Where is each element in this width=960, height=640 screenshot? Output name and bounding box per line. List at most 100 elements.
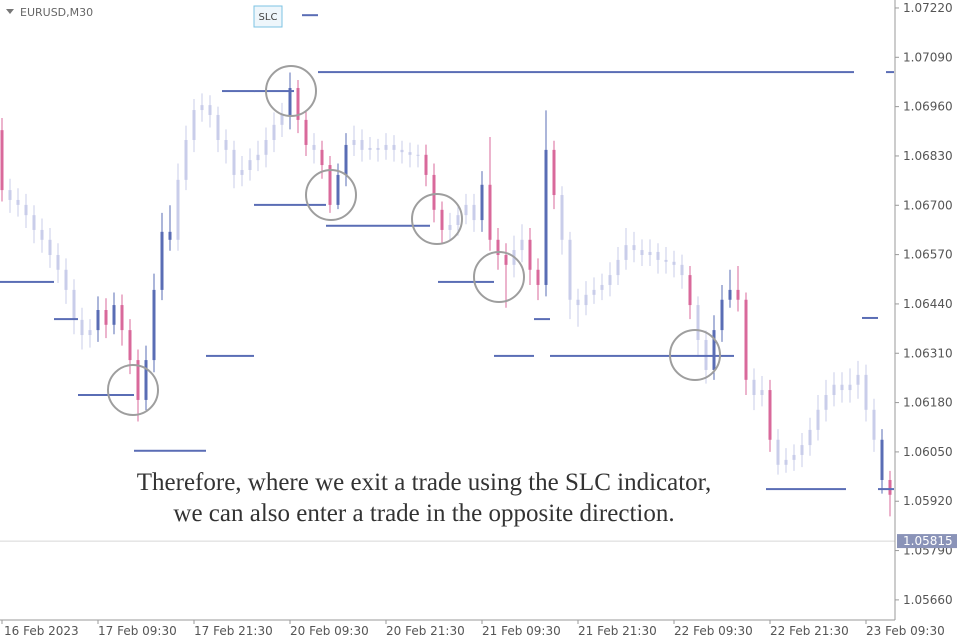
candle-body [456, 215, 460, 226]
candle-body [504, 254, 508, 265]
caption-line: we can also enter a trade in the opposit… [173, 500, 674, 527]
candle-body [264, 140, 268, 155]
collapse-icon[interactable] [6, 9, 14, 14]
candle-body [144, 360, 148, 400]
candle-body [688, 275, 692, 306]
candle-body [176, 179, 180, 240]
candle-body [488, 184, 492, 240]
candle-body [168, 231, 172, 240]
candle-body [584, 294, 588, 306]
candle-body [528, 239, 532, 270]
x-tick-label: 23 Feb 09:30 [866, 624, 945, 638]
symbol-label: EURUSD,M30 [20, 6, 93, 19]
y-tick-label: 1.06960 [903, 100, 953, 114]
y-tick-label: 1.06440 [903, 297, 953, 311]
candle-body [232, 149, 236, 175]
candle-body [424, 154, 428, 175]
candle-body [128, 330, 132, 361]
candle-body [32, 215, 36, 230]
signal-circle [107, 364, 159, 416]
candle-body [384, 144, 388, 150]
candle-body [552, 149, 556, 196]
candle-body [464, 204, 468, 216]
candle-body [352, 140, 356, 145]
signal-circle [669, 329, 721, 381]
candle-body [840, 384, 844, 391]
signal-circle [305, 169, 357, 221]
y-tick-label: 1.06700 [903, 198, 953, 212]
plot-area [0, 0, 895, 620]
candle-body [288, 88, 292, 115]
candle-body [304, 119, 308, 145]
candle-body [696, 305, 700, 340]
candle-body [648, 251, 652, 255]
y-tick-label: 1.06180 [903, 396, 953, 410]
candle-body [864, 374, 868, 410]
candle-body [224, 140, 228, 150]
candle-body [496, 239, 500, 255]
candle-body [112, 305, 116, 325]
candle-body [376, 147, 380, 150]
candle-body [256, 154, 260, 161]
candle-body [416, 154, 420, 156]
last-price-label: 1.05815 [903, 534, 953, 548]
candle-body [832, 384, 836, 395]
candle-body [184, 140, 188, 180]
candle-body [752, 379, 756, 395]
candle-body [664, 259, 668, 262]
y-tick-label: 1.07090 [903, 50, 953, 64]
candle-body [272, 124, 276, 141]
candle-body [672, 261, 676, 265]
candle-body [336, 174, 340, 205]
candle-body [152, 289, 156, 361]
candle-body [200, 105, 204, 111]
candle-body [80, 319, 84, 336]
candle-body [192, 110, 196, 141]
x-tick-label: 22 Feb 09:30 [674, 624, 753, 638]
candle-body [480, 184, 484, 221]
candle-body [800, 445, 804, 455]
candle-body [712, 330, 716, 370]
candle-body [760, 390, 764, 395]
candle-body [448, 225, 452, 230]
candle-body [808, 429, 812, 446]
candle-body [824, 394, 828, 410]
candle-body [312, 144, 316, 150]
candle-body [720, 299, 724, 331]
x-tick-label: 17 Feb 21:30 [194, 624, 273, 638]
candle-body [208, 105, 212, 115]
candle-body [816, 409, 820, 430]
candle-body [640, 250, 644, 255]
candle-body [24, 204, 28, 216]
candle-body [368, 147, 372, 150]
candle-body [328, 165, 332, 205]
y-tick-label: 1.06570 [903, 248, 953, 262]
indicator-button[interactable] [253, 5, 283, 28]
x-tick-label: 20 Feb 09:30 [290, 624, 369, 638]
y-tick-label: 1.06050 [903, 445, 953, 459]
x-tick-label: 17 Feb 09:30 [98, 624, 177, 638]
candle-body [440, 209, 444, 230]
y-tick-label: 1.05660 [903, 593, 953, 607]
candle-body [792, 454, 796, 460]
candle-body [520, 239, 524, 251]
candle-body [680, 264, 684, 276]
candle-body [408, 152, 412, 155]
x-tick-label: 21 Feb 21:30 [578, 624, 657, 638]
candle-body [320, 149, 324, 166]
candle-body [776, 439, 780, 465]
x-tick-label: 22 Feb 21:30 [770, 624, 849, 638]
annotations [107, 65, 721, 416]
candle-body [600, 284, 604, 290]
candle-body [72, 289, 76, 320]
candle-body [592, 289, 596, 295]
candle-body [104, 310, 108, 325]
candle-body [736, 289, 740, 300]
x-tick-label: 20 Feb 21:30 [386, 624, 465, 638]
candle-body [616, 259, 620, 276]
candle-body [216, 114, 220, 141]
indicator-label[interactable]: SLC [259, 12, 278, 23]
candle-body [624, 245, 628, 260]
y-tick-label: 1.07220 [903, 1, 953, 15]
candle-body [432, 174, 436, 210]
